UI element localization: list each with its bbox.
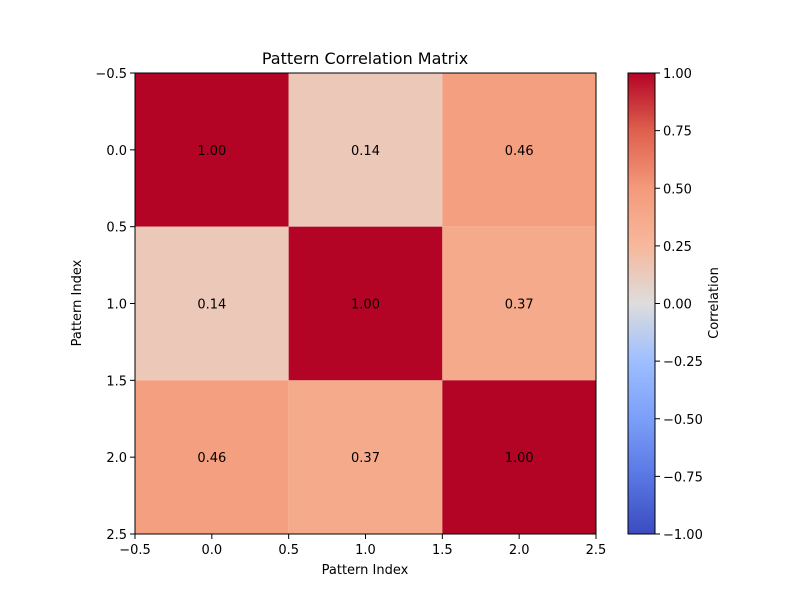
- x-tick-label: 2.0: [509, 543, 530, 558]
- x-tick-label: 2.5: [586, 543, 607, 558]
- colorbar-tick-label: 0.00: [663, 298, 692, 313]
- y-tick-label: 1.5: [106, 374, 127, 389]
- cell-value-label-r1-c2: 0.37: [505, 298, 534, 313]
- y-tick-label: 2.5: [106, 528, 127, 543]
- colorbar-tick-label: −0.75: [663, 470, 703, 485]
- colorbar-tick-label: 0.25: [663, 240, 692, 255]
- cell-value-label-r0-c1: 0.14: [351, 144, 380, 159]
- heatmap-cell-r2-c0: [135, 380, 289, 534]
- heatmap-cell-r1-c0: [135, 226, 289, 381]
- y-tick-label: 1.0: [106, 298, 127, 313]
- x-tick-label: 0.0: [201, 543, 222, 558]
- colorbar-tick-label: 1.00: [663, 67, 692, 82]
- colorbar-tick-label: 0.75: [663, 125, 692, 140]
- x-axis-ticks: −0.5 0.0 0.5 1.0 1.5 2.0 2.5: [119, 534, 606, 558]
- heatmap-cells: [135, 73, 596, 534]
- x-tick-label: 0.5: [278, 543, 299, 558]
- y-axis-label: Pattern Index: [70, 259, 85, 346]
- colorbar-tick-label: −0.25: [663, 355, 703, 370]
- colorbar-tick-label: 0.50: [663, 182, 692, 197]
- cell-value-label-r2-c2: 1.00: [505, 451, 534, 466]
- y-axis-ticks: −0.5 0.0 0.5 1.0 1.5 2.0 2.5: [95, 67, 135, 543]
- y-tick-label: 2.0: [106, 451, 127, 466]
- heatmap-cell-labels: 1.00 0.14 0.46 0.14 1.00 0.37 0.46 0.37 1.00: [197, 144, 533, 466]
- heatmap-cell-r0-c1: [288, 73, 443, 227]
- cell-value-label-r0-c2: 0.46: [505, 144, 534, 159]
- colorbar: [627, 72, 656, 535]
- cell-value-label-r2-c0: 0.46: [197, 451, 226, 466]
- x-tick-label: 1.0: [355, 543, 376, 558]
- colorbar-tick-label: −0.50: [663, 413, 703, 428]
- cell-value-label-r2-c1: 0.37: [351, 451, 380, 466]
- cell-value-label-r1-c1: 1.00: [351, 298, 380, 313]
- cell-value-label-r0-c0: 1.00: [197, 144, 226, 159]
- chart-title: Pattern Correlation Matrix: [262, 49, 468, 68]
- x-axis-label: Pattern Index: [322, 563, 409, 578]
- heatmap-cell-r0-c2: [442, 73, 596, 227]
- heatmap-cell-r1-c1: [288, 226, 443, 381]
- heatmap-cell-r1-c2: [442, 226, 596, 381]
- colorbar-ticks: 1.00 0.75 0.50 0.25 0.00 −0.25 −0.50 −0.75 −1.00: [655, 67, 703, 543]
- x-tick-label: −0.5: [119, 543, 151, 558]
- cell-value-label-r1-c0: 0.14: [197, 298, 226, 313]
- heatmap-cell-r2-c2: [442, 380, 596, 534]
- heatmap-cell-r2-c1: [288, 380, 443, 534]
- y-tick-label: 0.5: [106, 221, 127, 236]
- y-tick-label: 0.0: [106, 144, 127, 159]
- heatmap-cell-r0-c0: [135, 73, 289, 227]
- colorbar-tick-label: −1.00: [663, 528, 703, 543]
- y-tick-label: −0.5: [95, 67, 127, 82]
- x-tick-label: 1.5: [432, 543, 453, 558]
- colorbar-label: Correlation: [707, 267, 722, 339]
